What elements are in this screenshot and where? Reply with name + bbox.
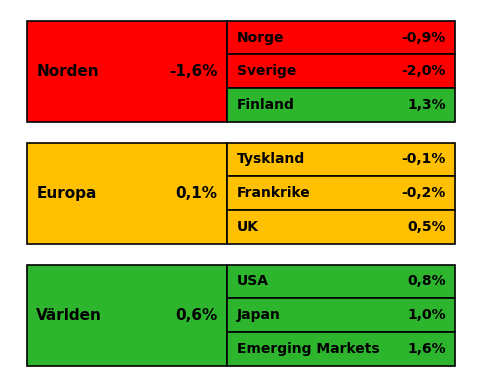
- Text: Emerging Markets: Emerging Markets: [237, 342, 379, 356]
- Bar: [27, 143, 228, 244]
- Text: Japan: Japan: [237, 308, 281, 322]
- Text: 1,6%: 1,6%: [407, 342, 446, 356]
- Bar: [228, 332, 455, 366]
- Bar: [228, 21, 455, 54]
- Text: Tyskland: Tyskland: [237, 152, 305, 167]
- Bar: [228, 265, 455, 298]
- Bar: [27, 21, 228, 122]
- Text: Norge: Norge: [237, 31, 284, 44]
- Bar: [228, 88, 455, 122]
- Text: Norden: Norden: [36, 64, 99, 79]
- Text: -1,6%: -1,6%: [169, 64, 218, 79]
- Text: 0,1%: 0,1%: [175, 186, 218, 201]
- Text: -2,0%: -2,0%: [402, 64, 446, 78]
- Text: Frankrike: Frankrike: [237, 186, 311, 200]
- Bar: [228, 143, 455, 176]
- Bar: [27, 265, 228, 366]
- Text: Världen: Världen: [36, 308, 102, 323]
- Text: -0,2%: -0,2%: [402, 186, 446, 200]
- Text: 0,6%: 0,6%: [175, 308, 218, 323]
- Text: Europa: Europa: [36, 186, 96, 201]
- Text: 0,8%: 0,8%: [407, 274, 446, 288]
- Text: 0,5%: 0,5%: [407, 220, 446, 234]
- Text: Sverige: Sverige: [237, 64, 296, 78]
- Text: -0,9%: -0,9%: [402, 31, 446, 44]
- Bar: [228, 176, 455, 210]
- Text: 1,3%: 1,3%: [407, 98, 446, 112]
- Text: Finland: Finland: [237, 98, 295, 112]
- Text: USA: USA: [237, 274, 269, 288]
- Bar: [228, 298, 455, 332]
- Text: 1,0%: 1,0%: [407, 308, 446, 322]
- Bar: [228, 210, 455, 244]
- Text: -0,1%: -0,1%: [402, 152, 446, 167]
- Text: UK: UK: [237, 220, 259, 234]
- Bar: [228, 54, 455, 88]
